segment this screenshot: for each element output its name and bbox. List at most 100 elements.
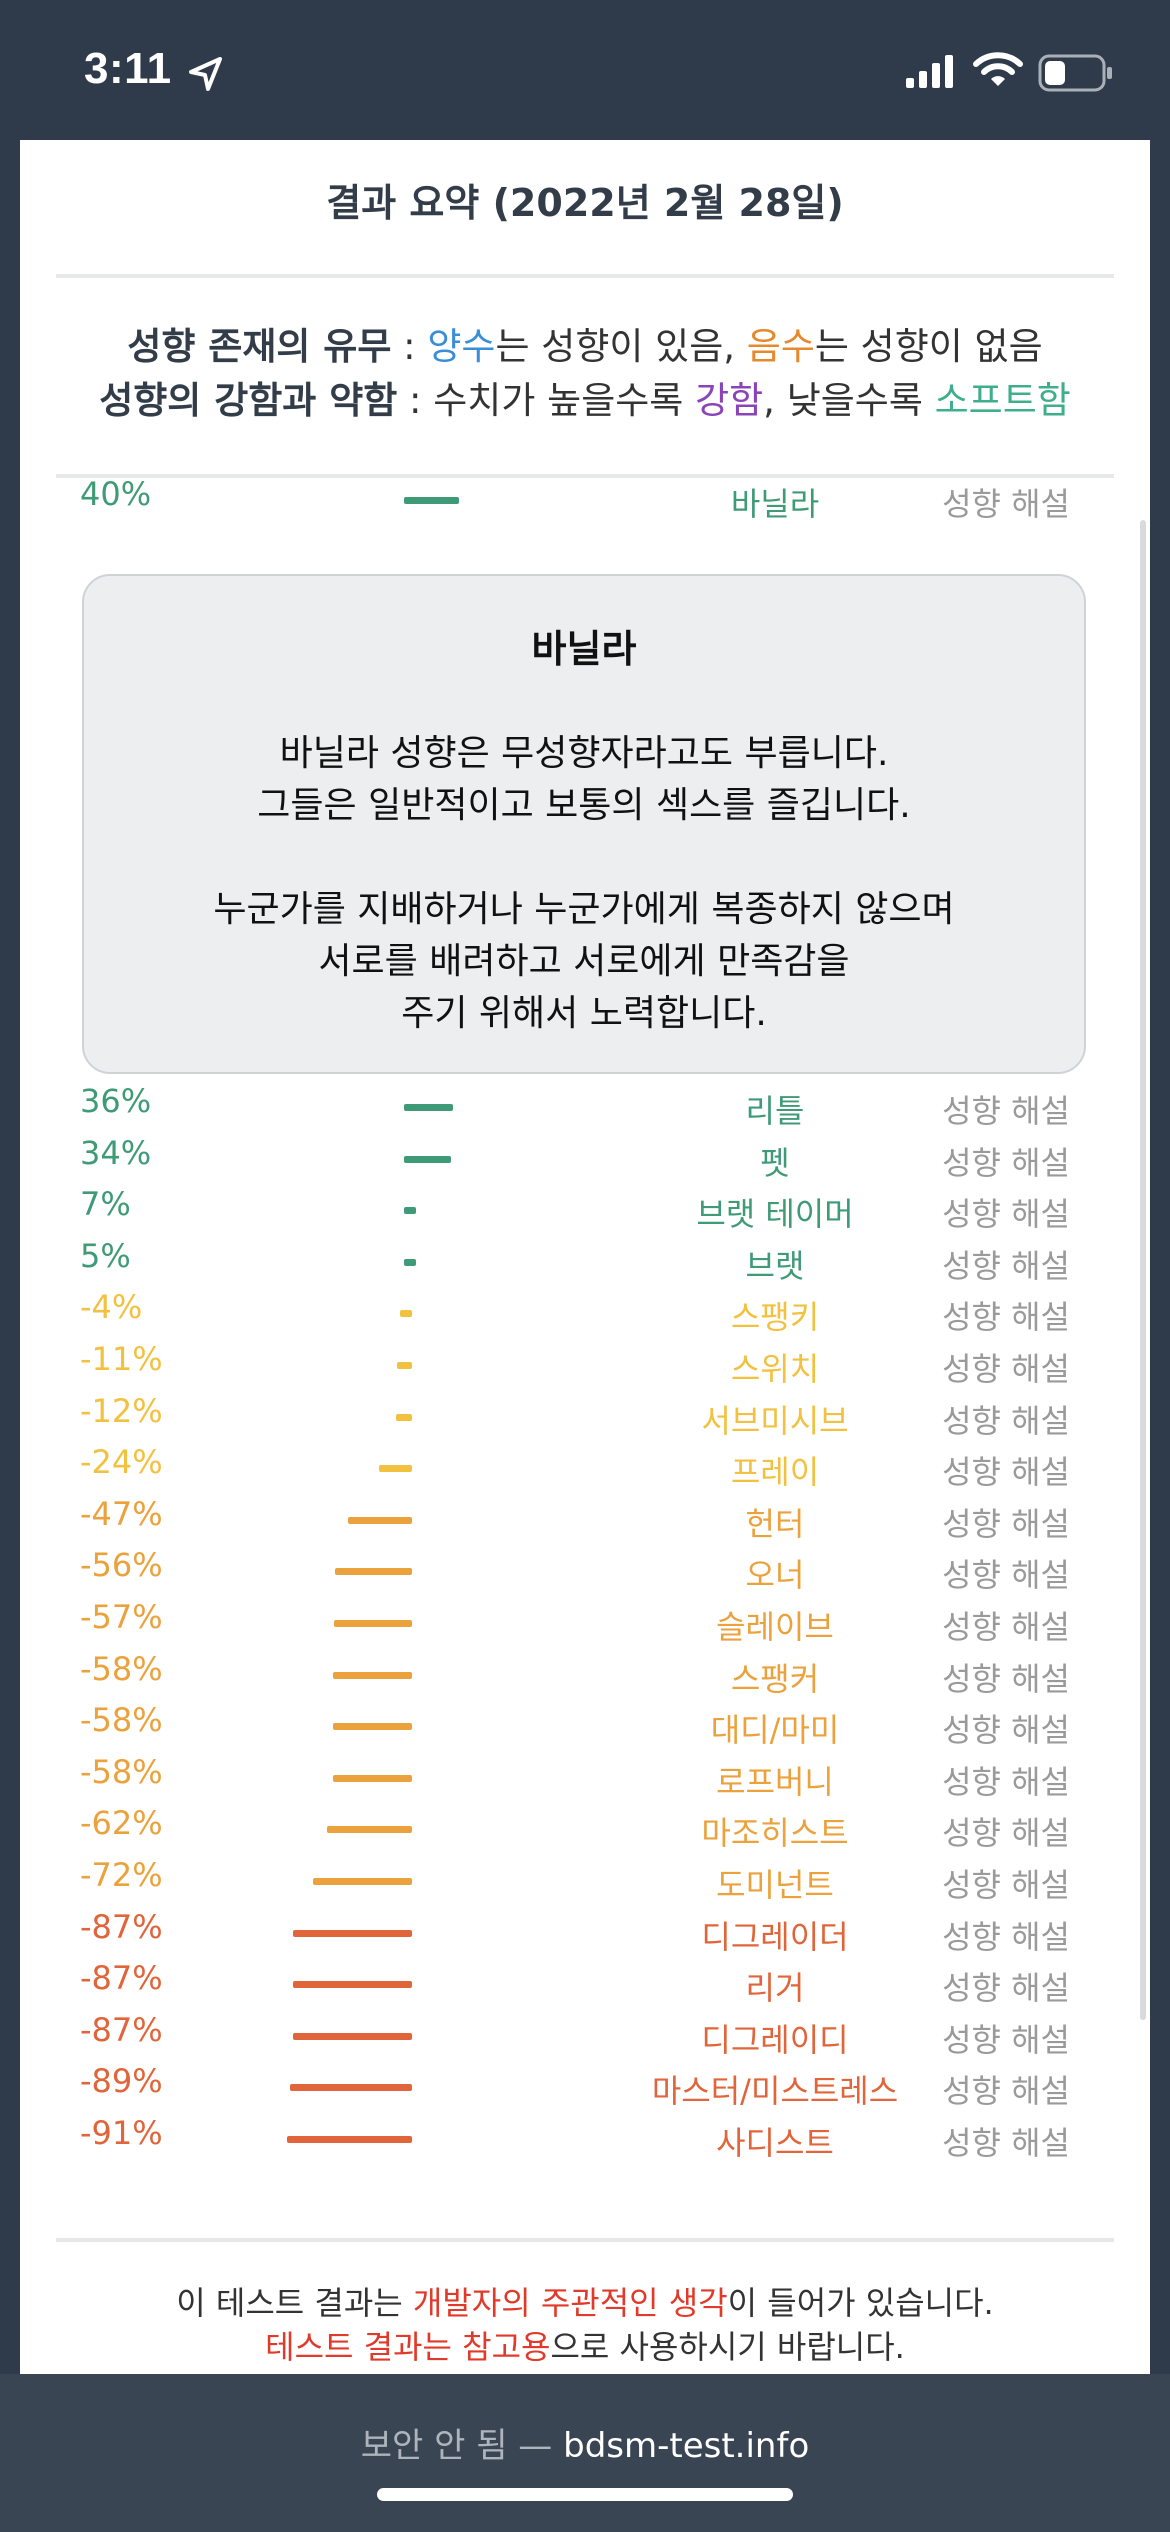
disclaimer-line-1: 이 테스트 결과는 개발자의 주관적인 생각이 들어가 있습니다. [20,2278,1150,2324]
result-row[interactable]: -87% 리거 성향 해설 [20,1959,1150,2011]
trait-explain-link[interactable]: 성향 해설 [942,2020,1070,2059]
trait-name[interactable]: 스위치 [730,1350,820,1388]
trait-name[interactable]: 마조히스트 [701,1814,849,1853]
result-row[interactable]: 34% 펫 성향 해설 [20,1134,1150,1186]
trait-name[interactable]: 마스터/미스트레스 [651,2072,899,2111]
home-indicator[interactable] [377,2488,793,2501]
result-bar [292,2032,412,2040]
trait-name[interactable]: 대디/마미 [710,1711,840,1750]
trait-explain-link[interactable]: 성향 해설 [942,2072,1070,2111]
address-text[interactable]: 보안 안 됨 — bdsm-test.info [0,2418,1170,2467]
result-row[interactable]: -58% 스팽커 성향 해설 [20,1650,1150,1702]
result-bar [313,1878,412,1885]
trait-explain-link[interactable]: 성향 해설 [942,1814,1070,1853]
trait-name[interactable]: 스팽키 [730,1298,820,1337]
trait-description-title: 바닐라 [531,627,637,671]
result-bar [404,1104,454,1111]
result-bar [287,2136,412,2143]
trait-name[interactable]: 사디스트 [716,2124,834,2162]
trait-explain-link[interactable]: 성향 해설 [942,1504,1070,1543]
trait-name[interactable]: 브랫 테이머 [696,1195,854,1234]
result-bar [332,1774,412,1782]
trait-explain-link[interactable]: 성향 해설 [942,1453,1070,1492]
trait-name[interactable]: 브랫 [745,1246,805,1285]
trait-name[interactable]: 리틀 [745,1092,805,1130]
result-percent: -87% [80,2010,163,2049]
trait-explain-link[interactable]: 성향 해설 [942,485,1070,523]
result-row[interactable]: -91% 사디스트 성향 해설 [20,2114,1150,2166]
result-row[interactable]: -24% 프레이 성향 해설 [20,1443,1150,1495]
trait-name[interactable]: 스팽커 [730,1659,820,1698]
trait-name[interactable]: 헌터 [745,1504,805,1543]
legend-negative: 음수 [746,325,815,368]
result-row[interactable]: -87% 디그레이디 성향 해설 [20,2011,1150,2063]
trait-explain-link[interactable]: 성향 해설 [942,1969,1070,2008]
trait-name[interactable]: 펫 [760,1143,790,1182]
cellular-signal-icon [906,55,953,88]
domain-label: bdsm-test.info [563,2426,810,2466]
trait-explain-link[interactable]: 성향 해설 [942,1246,1070,1285]
security-label: 보안 안 됨 — [360,2426,553,2466]
scrollbar[interactable] [1140,520,1146,2020]
result-row[interactable]: -62% 마조히스트 성향 해설 [20,1804,1150,1856]
result-percent: -58% [80,1752,163,1791]
result-row[interactable]: 36% 리틀 성향 해설 [20,1082,1150,1134]
result-bar [404,1207,416,1215]
result-bar [292,1981,412,1989]
trait-name[interactable]: 서브미시브 [701,1401,849,1440]
trait-explain-link[interactable]: 성향 해설 [942,1401,1070,1440]
result-bar [332,1671,412,1679]
trait-explain-link[interactable]: 성향 해설 [942,1762,1070,1801]
result-row[interactable]: -56% 오너 성향 해설 [20,1546,1150,1598]
result-percent: -12% [80,1391,163,1430]
result-row[interactable]: -89% 마스터/미스트레스 성향 해설 [20,2062,1150,2114]
divider [56,2238,1114,2242]
page-title: 결과 요약 (2022년 2월 28일) [326,181,844,225]
result-row[interactable]: -58% 대디/마미 성향 해설 [20,1701,1150,1753]
legend-strength-label: 성향의 강함과 약함 [99,379,398,422]
result-row[interactable]: -47% 헌터 성향 해설 [20,1495,1150,1547]
result-row[interactable]: -87% 디그레이더 성향 해설 [20,1908,1150,1960]
trait-explain-link[interactable]: 성향 해설 [942,1298,1070,1337]
trait-explain-link[interactable]: 성향 해설 [942,1143,1070,1182]
trait-name[interactable]: 디그레이더 [701,1917,849,1956]
legend-existence: 성향 존재의 유무 : 양수는 성향이 있음, 음수는 성향이 없음 [20,316,1150,370]
result-row[interactable]: 5% 브랫 성향 해설 [20,1237,1150,1289]
result-row[interactable]: -11% 스위치 성향 해설 [20,1340,1150,1392]
result-row[interactable]: 40% 바닐라 성향 해설 [20,475,1150,527]
result-percent: -87% [80,1907,163,1946]
description-line: 서로를 배려하고 서로에게 만족감을 [318,941,850,982]
result-row[interactable]: -57% 슬레이브 성향 해설 [20,1598,1150,1650]
result-row[interactable]: -4% 스팽키 성향 해설 [20,1288,1150,1340]
legend-existence-label: 성향 존재의 유무 [127,325,392,368]
result-row[interactable]: -58% 로프버니 성향 해설 [20,1753,1150,1805]
trait-name[interactable]: 오너 [745,1556,805,1595]
trait-explain-link[interactable]: 성향 해설 [942,1608,1070,1646]
status-bar: 3:11 [0,0,1170,140]
description-line: 그들은 일반적이고 보통의 섹스를 즐깁니다. [257,785,911,826]
trait-explain-link[interactable]: 성향 해설 [942,2124,1070,2162]
result-bar [332,1723,412,1731]
trait-explain-link[interactable]: 성향 해설 [942,1866,1070,1904]
trait-explain-link[interactable]: 성향 해설 [942,1917,1070,1956]
trait-name[interactable]: 도미넌트 [716,1866,834,1904]
trait-explain-link[interactable]: 성향 해설 [942,1195,1070,1234]
browser-address-bar[interactable]: 보안 안 됨 — bdsm-test.info [0,2374,1170,2532]
trait-explain-link[interactable]: 성향 해설 [942,1659,1070,1698]
trait-name[interactable]: 프레이 [730,1453,820,1492]
trait-name[interactable]: 디그레이디 [701,2020,849,2059]
legend-separator: : [391,325,428,368]
trait-explain-link[interactable]: 성향 해설 [942,1092,1070,1130]
trait-name[interactable]: 바닐라 [730,485,820,523]
trait-name[interactable]: 리거 [745,1969,805,2008]
result-percent: -57% [80,1598,163,1636]
result-row[interactable]: -12% 서브미시브 성향 해설 [20,1392,1150,1444]
trait-explain-link[interactable]: 성향 해설 [942,1350,1070,1388]
trait-explain-link[interactable]: 성향 해설 [942,1711,1070,1750]
trait-name[interactable]: 로프버니 [716,1762,834,1801]
location-arrow-icon [189,57,222,91]
result-row[interactable]: 7% 브랫 테이머 성향 해설 [20,1185,1150,1237]
trait-name[interactable]: 슬레이브 [716,1608,834,1646]
result-row[interactable]: -72% 도미넌트 성향 해설 [20,1856,1150,1908]
trait-explain-link[interactable]: 성향 해설 [942,1556,1070,1595]
